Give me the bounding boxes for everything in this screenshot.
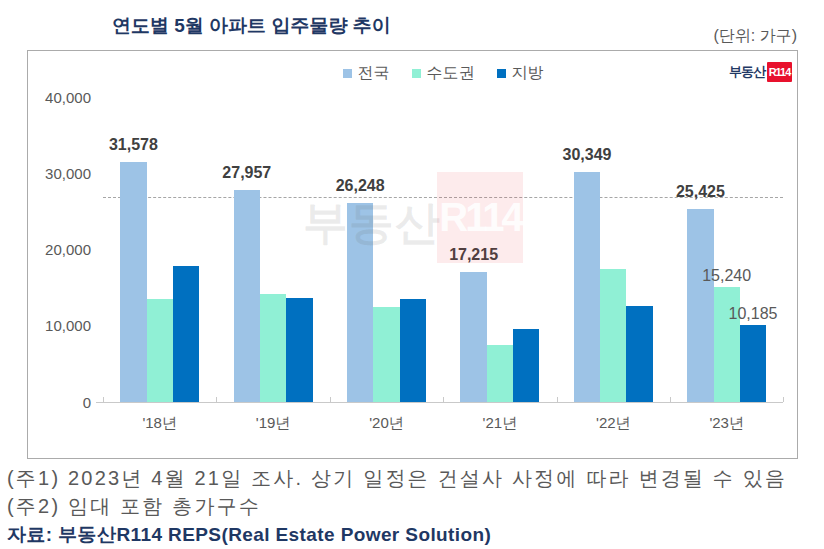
unit-label: (단위: 가구): [713, 26, 797, 47]
x-axis-label-23: '23년: [687, 414, 767, 432]
x-axis-tick: [670, 397, 671, 402]
bar-national-23: [687, 209, 713, 402]
bar-value-national-22: 30,349: [547, 146, 627, 164]
bar-metro-18: [147, 299, 173, 402]
bar-regional-20: [400, 299, 426, 403]
footnote-1: (주1) 2023년 4월 21일 조사. 상기 일정은 건설사 사정에 따라 …: [7, 468, 787, 489]
brand-r114-badge: R114: [767, 62, 792, 82]
x-axis-label-21: '21년: [460, 414, 540, 432]
bar-value-national-23: 25,425: [660, 183, 740, 201]
y-axis-label-40000: 40,000: [31, 89, 91, 107]
legend-item-regional: 지방: [497, 63, 544, 84]
x-axis-tick: [216, 397, 217, 402]
legend-item-national: 전국: [343, 63, 390, 84]
bar-national-19: [234, 190, 260, 403]
watermark-r114-badge: R114: [437, 172, 523, 263]
bar-metro-20: [373, 307, 399, 403]
watermark-text: 부동산: [303, 193, 441, 253]
bar-regional-18: [173, 266, 199, 403]
y-axis-label-20000: 20,000: [31, 241, 91, 259]
y-axis-label-30000: 30,000: [31, 165, 91, 183]
legend-swatch-regional: [497, 69, 506, 78]
bar-metro-22: [600, 269, 626, 403]
legend-label-regional: 지방: [512, 63, 544, 84]
legend-label-metro: 수도권: [427, 63, 475, 84]
x-axis-tick: [783, 397, 784, 402]
x-axis-line: [103, 402, 783, 403]
x-axis-label-20: '20년: [347, 414, 427, 432]
bar-value-national-18: 31,578: [93, 136, 173, 154]
x-axis-label-22: '22년: [573, 414, 653, 432]
bar-national-22: [574, 172, 600, 403]
y-axis-zero-tick: [96, 402, 103, 403]
watermark-badge-label: R114: [439, 195, 520, 240]
bar-regional-21: [513, 329, 539, 403]
bar-regional-23: [740, 325, 766, 402]
source-line: 자료: 부동산R114 REPS(Real Estate Power Solut…: [7, 524, 491, 545]
chart-title: 연도별 5월 아파트 입주물량 추이: [112, 13, 391, 39]
x-axis-tick: [443, 397, 444, 402]
bar-value-metro-23: 15,240: [687, 267, 767, 285]
y-axis-label-10000: 10,000: [31, 317, 91, 335]
bar-metro-23: [714, 287, 740, 403]
x-axis-tick: [103, 397, 104, 402]
legend-item-metro: 수도권: [412, 63, 475, 84]
legend-swatch-national: [343, 69, 352, 78]
x-axis-label-18: '18년: [120, 414, 200, 432]
legend: 전국 수도권 지방: [103, 63, 783, 83]
footnote-2: (주2) 임대 포함 총가구수: [7, 496, 261, 517]
x-axis-tick: [557, 397, 558, 402]
y-axis-label-0: 0: [31, 394, 91, 412]
legend-label-national: 전국: [358, 63, 390, 84]
legend-swatch-metro: [412, 69, 421, 78]
bar-regional-19: [286, 298, 312, 402]
bar-regional-22: [626, 306, 652, 403]
bar-metro-19: [260, 294, 286, 402]
brand-text: 부동산: [729, 63, 765, 81]
x-axis-label-19: '19년: [233, 414, 313, 432]
bar-national-21: [460, 272, 486, 403]
bar-metro-21: [487, 345, 513, 402]
brand-logo: 부동산 R114: [729, 62, 792, 82]
x-axis-tick: [330, 397, 331, 402]
bar-value-national-19: 27,957: [207, 164, 287, 182]
bar-value-regional-23: 10,185: [713, 305, 793, 323]
bar-national-18: [120, 162, 146, 402]
page: { "header": { "title": "연도별 5월 아파트 입주물량 …: [0, 0, 824, 549]
